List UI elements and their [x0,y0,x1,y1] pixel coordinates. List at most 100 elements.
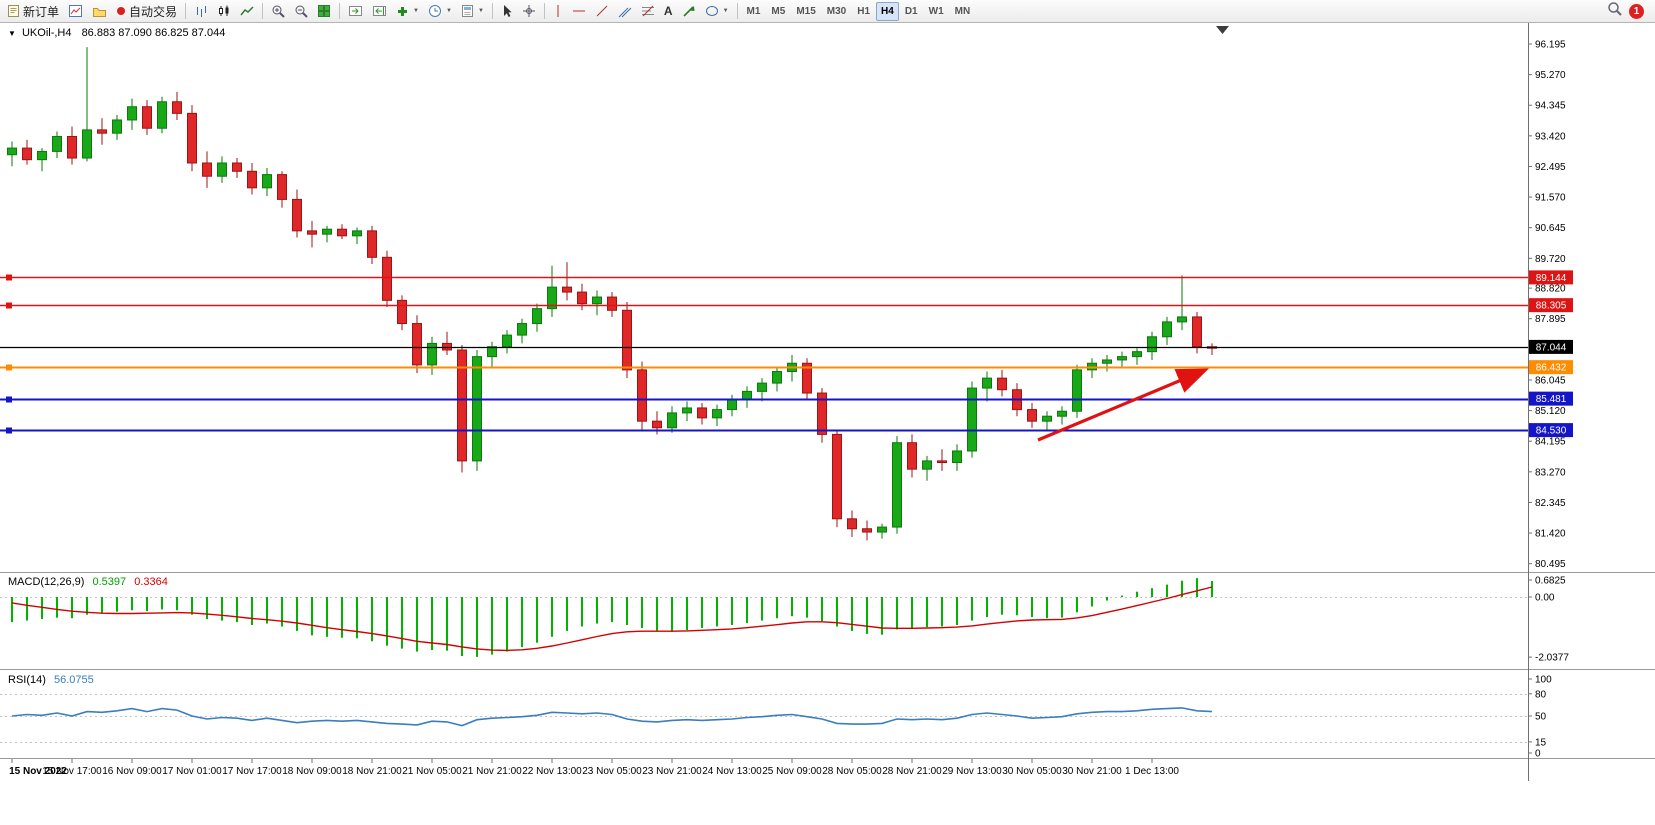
timeframe-m15[interactable]: M15 [796,5,816,17]
candle-body [262,174,272,189]
bar-chart-icon [194,4,208,18]
time-axis-label: 17 Nov 01:00 [162,766,222,777]
candle-body [1072,369,1082,412]
toolbar-right-cluster: 1 [1607,1,1652,21]
macd-axis-label: -2.0377 [1535,653,1569,664]
candle-body [727,399,737,411]
notification-badge[interactable]: 1 [1629,3,1644,19]
horizontal-line-tool-button[interactable] [568,1,590,22]
candlestick-chart-button[interactable] [213,1,235,22]
time-axis-label: 21 Nov 05:00 [402,766,462,777]
time-axis-label: 21 Nov 21:00 [462,766,522,777]
indicators-button[interactable]: ▼ [392,1,423,22]
timeframe-m5[interactable]: M5 [771,5,786,17]
arrow-tool-button[interactable] [678,1,700,22]
hlines-layer[interactable] [0,274,1528,434]
time-axis-label: 16 Nov 09:00 [102,766,162,777]
candle-body [1042,415,1052,422]
candle-body [22,147,32,161]
timeframe-mn[interactable]: MN [954,5,971,17]
cursor-button[interactable] [497,1,517,22]
auto-scroll-button[interactable] [344,1,367,22]
macd-axis[interactable]: 0.6825 0.00 -2.0377 [1528,576,1569,664]
chart-shift-marker-icon[interactable] [1216,26,1229,34]
candle-body [112,119,122,134]
time-axis-label: 24 Nov 13:00 [702,766,762,777]
candle-body [742,390,752,401]
timeframe-w1[interactable]: W1 [928,5,944,17]
chart-shift-button[interactable] [368,1,391,22]
candle-body [487,346,497,358]
candle-body [802,362,812,394]
price-axis-label: 80.495 [1535,559,1566,570]
search-icon[interactable] [1607,1,1622,21]
fibonacci-tool-button[interactable] [637,1,659,22]
new-order-button[interactable]: 新订单 [3,1,63,22]
new-order-label: 新订单 [23,4,60,19]
candle-body [1132,351,1142,358]
rsi-axis[interactable]: 100 80 50 150 [1528,675,1552,760]
text-tool-button[interactable]: A [660,1,677,22]
price-axis-label: 96.195 [1535,40,1566,51]
price-axis-label: 82.345 [1535,498,1566,509]
trend-arrow[interactable] [1037,368,1209,442]
price-line-badge-label: 86.432 [1536,363,1567,374]
price-axis[interactable]: 96.195 95.270 94.345 93.420 92.495 91.570 90.6… [1528,40,1573,571]
trendline-tool-button[interactable] [591,1,613,22]
candle-body [667,412,677,429]
timeframe-d1[interactable]: D1 [904,5,918,17]
timeframe-h1[interactable]: H1 [857,5,871,17]
timeframe-h4[interactable]: H4 [876,1,899,21]
vertical-line-icon [553,4,563,18]
time-axis-label: 17 Nov 17:00 [222,766,282,777]
price-axis-label: 85.120 [1535,406,1566,417]
add-indicator-icon [396,5,409,18]
time-axis-label: 30 Nov 21:00 [1062,766,1122,777]
horizontal-line-icon [572,6,586,16]
shapes-tool-button[interactable]: ▼ [701,1,733,22]
candle-body [127,106,137,121]
zoom-out-button[interactable] [290,1,312,22]
candle-body [997,377,1007,391]
channel-tool-button[interactable] [614,1,636,22]
candle-body [97,129,107,134]
candle-body [697,407,707,419]
profiles-folder-icon [92,5,107,18]
price-line-badge [1529,423,1573,438]
candle-body [547,286,557,310]
templates-button[interactable]: ▼ [457,1,488,22]
toolbar-separator [736,3,738,19]
candle-body [592,296,602,305]
zoom-in-button[interactable] [267,1,289,22]
candle-body [682,407,692,414]
chart-menu-arrow-icon[interactable]: ▼ [8,29,16,38]
profiles-button[interactable] [88,1,111,22]
tile-windows-button[interactable] [313,1,335,22]
candle-body [952,450,962,464]
price-line-badge [1529,339,1573,354]
vertical-line-tool-button[interactable] [549,1,567,22]
price-axis-label: 87.895 [1535,314,1566,325]
crosshair-button[interactable] [518,1,540,22]
candle-body [1057,410,1067,417]
price-axis-label: 92.495 [1535,162,1566,173]
candle-body [67,136,77,159]
price-line-badge [1529,298,1573,313]
bar-chart-button[interactable] [190,1,212,22]
new-chart-button[interactable] [64,1,87,22]
candle-body [637,369,647,422]
candle-body [322,228,332,235]
rsi-line [11,707,1213,727]
line-chart-button[interactable] [236,1,258,22]
periods-button[interactable]: ▼ [424,1,456,22]
time-axis-label: 15 Nov 2022 [9,766,67,777]
candle-body [247,170,257,189]
candle-body [607,296,617,311]
candle-body [382,256,392,301]
timeframe-m30[interactable]: M30 [826,5,847,17]
toolbar-separator [491,3,493,19]
timeframe-m1[interactable]: M1 [746,5,761,17]
autotrading-button[interactable]: 自动交易 [112,1,181,22]
